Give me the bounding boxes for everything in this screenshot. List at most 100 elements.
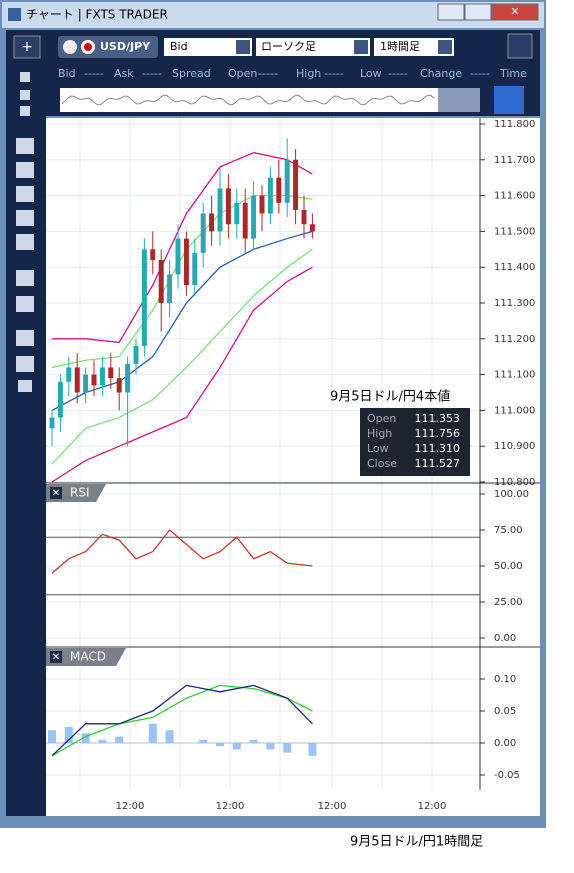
histogram-bar [64, 727, 73, 743]
y-tick-label: 111.600 [494, 191, 535, 202]
ohlc-box [360, 408, 470, 476]
histogram-bar [216, 743, 224, 747]
minimize-button[interactable] [437, 3, 465, 21]
zoom-button[interactable] [494, 86, 524, 114]
candle-body [74, 367, 80, 393]
period: 1時間足 [380, 40, 420, 53]
candle-body [251, 195, 257, 239]
signal-line [51, 684, 313, 757]
y-tick-label: 0.05 [494, 706, 516, 717]
band-line [51, 248, 313, 465]
candle-body [242, 202, 248, 239]
candle-body [217, 188, 223, 232]
candle-body [183, 238, 189, 286]
maximize-button[interactable] [464, 3, 492, 21]
band-line [51, 230, 313, 411]
histogram-bar [283, 743, 292, 753]
ohlc-value: 111.310 [415, 442, 461, 455]
candle-body [91, 374, 97, 386]
quote-label: Time [499, 67, 527, 80]
y-tick-label: 111.000 [494, 405, 535, 416]
symbol-button[interactable] [58, 36, 158, 58]
overview-handle[interactable] [438, 88, 480, 112]
histogram-bar [232, 743, 241, 750]
macd-line [51, 684, 313, 757]
quote-label: ----- [470, 67, 490, 80]
ohlc-value: 111.527 [415, 457, 461, 470]
y-tick-label: 110.800 [494, 477, 535, 488]
add-button[interactable] [13, 35, 41, 59]
candle-body [66, 367, 72, 382]
chart-type-select[interactable] [256, 38, 370, 56]
y-tick-label: 0.00 [494, 738, 516, 749]
candle-body [284, 159, 290, 203]
candle-body [167, 274, 173, 303]
close-button[interactable] [491, 3, 539, 21]
price-type-select[interactable] [164, 38, 252, 56]
candle-body [200, 213, 206, 253]
ohlc-label: Open [367, 412, 396, 425]
symbol: USD/JPY [100, 40, 151, 53]
histogram-bar [249, 739, 258, 743]
annotation: 9月5日ドル/円4本値 [330, 389, 450, 405]
candle-body [209, 213, 215, 232]
ohlc-label: Low [367, 442, 389, 455]
y-tick-label: 111.700 [494, 155, 535, 166]
y-tick-label: -0.05 [494, 770, 520, 781]
candle-body [234, 202, 240, 225]
dropdown [236, 40, 250, 54]
y-tick-label: 100.00 [494, 489, 529, 500]
candle-body [141, 249, 147, 346]
histogram-bar [266, 743, 275, 750]
y-tick-label: 25.00 [494, 597, 523, 608]
macd-close[interactable] [50, 651, 62, 663]
caption: 9月5日ドル/円1時間足 [350, 835, 483, 850]
y-tick-label: 111.100 [494, 370, 535, 381]
histogram-bar [165, 730, 174, 743]
band-line [52, 151, 313, 344]
histogram-bar [308, 743, 317, 756]
candle-body [108, 367, 114, 379]
candle-body [301, 209, 307, 225]
x-icon: ✕ [52, 488, 60, 499]
quote-label: Change [420, 67, 462, 80]
period-select[interactable] [374, 38, 454, 56]
candle-body [259, 195, 265, 214]
quote-label: ----- [258, 67, 278, 80]
app-icon [8, 8, 21, 21]
histogram-bar [115, 736, 124, 743]
x-tick-label: 12:00 [116, 801, 145, 812]
ohlc-value: 111.756 [415, 427, 461, 440]
quote-label: ----- [388, 67, 408, 80]
price-axis [480, 118, 540, 790]
x-icon: ✕ [52, 652, 60, 663]
dropdown [438, 40, 452, 54]
y-tick-label: 0.10 [494, 674, 516, 685]
y-tick-label: 0.00 [494, 633, 516, 644]
candle-body [83, 374, 89, 393]
detach-button[interactable] [507, 33, 533, 59]
candle-body [150, 249, 156, 261]
y-tick-label: 50.00 [494, 561, 523, 572]
histogram-bar [81, 733, 90, 743]
ohlc-label: High [367, 427, 392, 440]
quote-label: Low [360, 67, 382, 80]
flag-us [63, 40, 77, 54]
flag-jp-dot [84, 43, 92, 51]
candle-body [158, 260, 164, 303]
x-tick-label: 12:00 [216, 801, 245, 812]
candle-body [267, 177, 273, 214]
candle-body [309, 224, 315, 232]
y-tick-label: 111.500 [494, 226, 535, 237]
rsi-label: RSI [70, 486, 90, 500]
candle-body [133, 345, 139, 364]
histogram-bar [48, 730, 56, 743]
candle-body [192, 252, 198, 286]
histogram-bar [199, 739, 208, 743]
macd-tab [46, 648, 126, 666]
rsi-close[interactable] [50, 487, 62, 499]
candle-body [293, 159, 299, 210]
candle-body [99, 367, 105, 386]
y-tick-label: 111.400 [494, 262, 535, 273]
